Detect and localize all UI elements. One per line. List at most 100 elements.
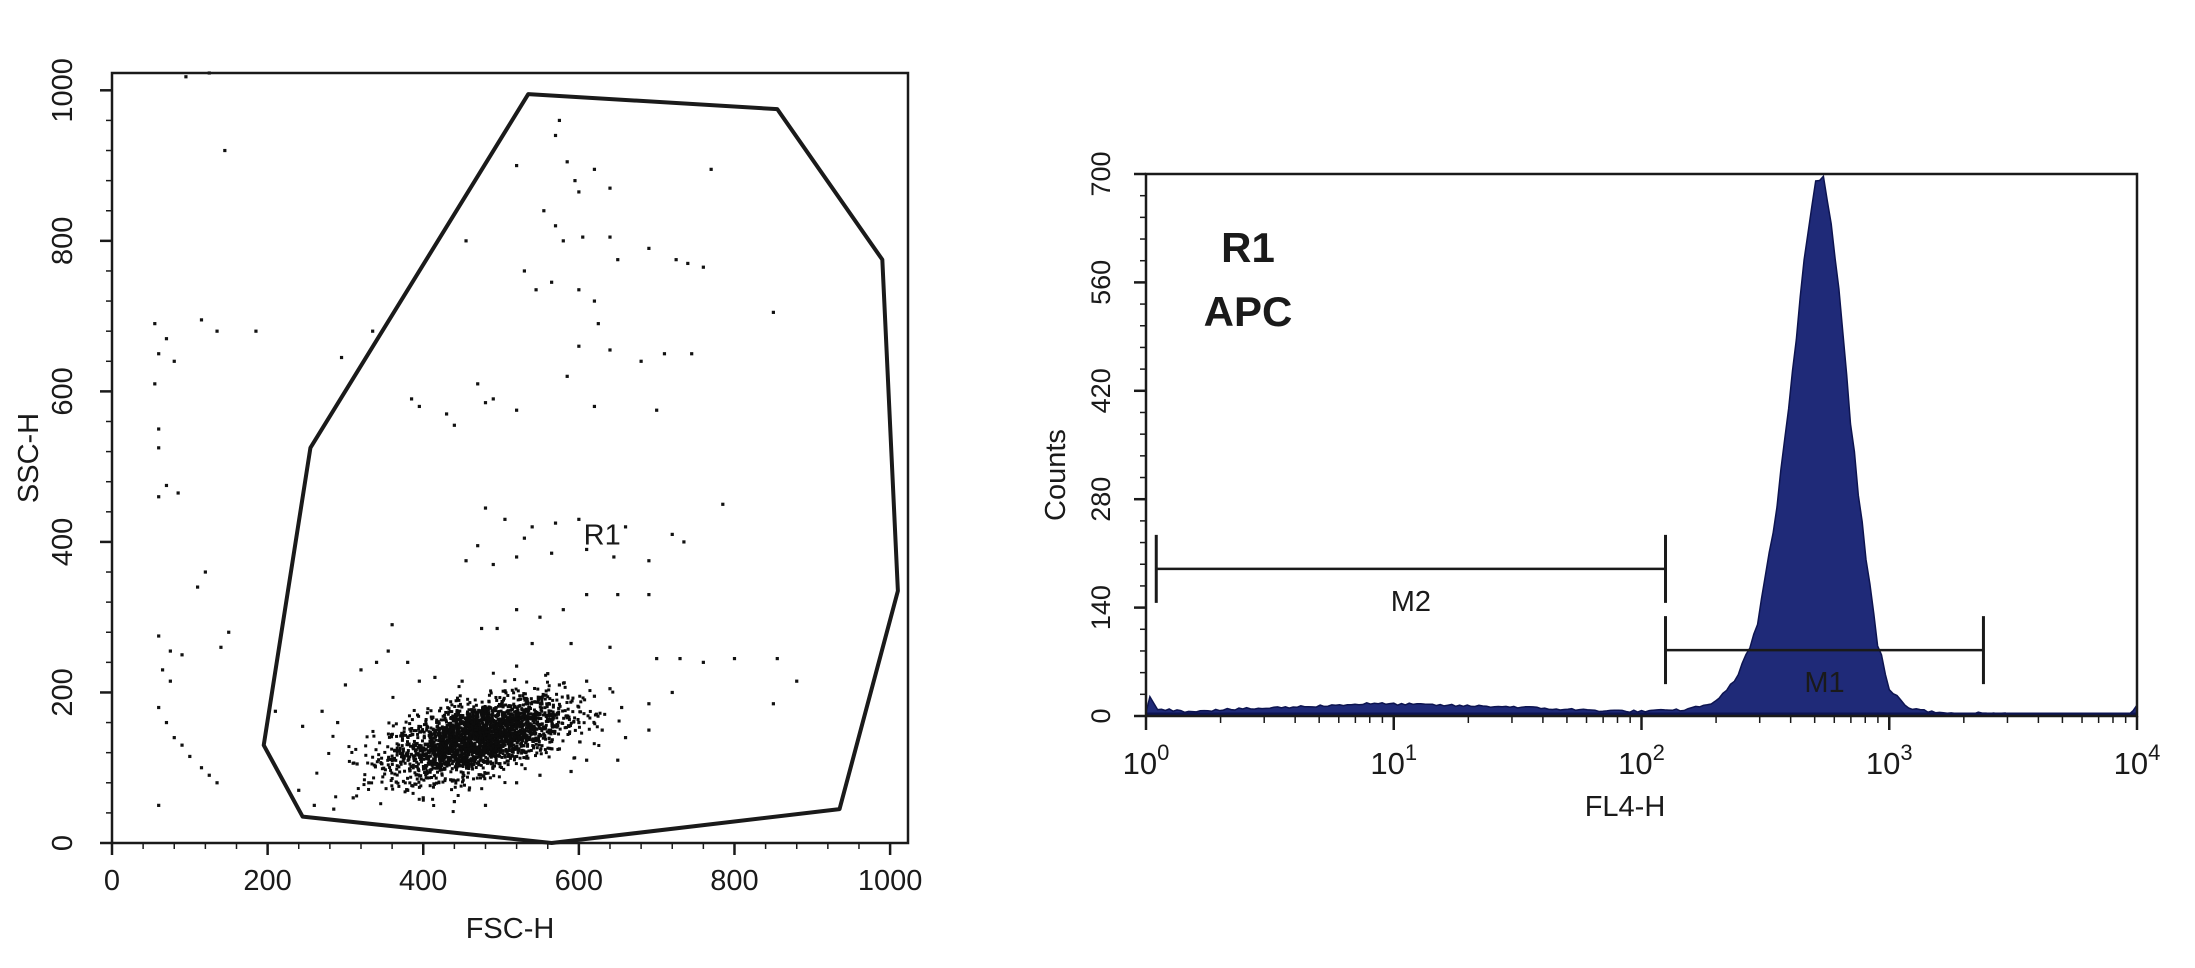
- scatter-point-128: [355, 762, 359, 766]
- histogram-x-axis: 100 101 102 103 104: [1123, 716, 2160, 781]
- scatter-point-45: [157, 427, 161, 431]
- scatter-point-39: [215, 329, 219, 333]
- scatter-y-tick-label-0: 0: [47, 835, 79, 851]
- scatter-point-8: [592, 167, 597, 171]
- scatter-plot-frame: [110, 71, 910, 845]
- scatter-x-tick-label-5: 1000: [858, 865, 923, 897]
- scatter-point-83: [479, 626, 484, 631]
- scatter-point-77: [616, 593, 620, 597]
- scatter-point-109: [160, 668, 165, 672]
- scatter-point-4: [553, 133, 558, 138]
- scatter-point-114: [180, 743, 184, 747]
- scatter-point-103: [157, 495, 161, 499]
- scatter-point-35: [371, 329, 375, 333]
- scatter-point-90: [732, 656, 737, 661]
- scatter-point-23: [577, 288, 581, 292]
- scatter-point-76: [647, 593, 651, 597]
- scatter-point-31: [771, 310, 775, 314]
- scatter-point-141: [359, 668, 363, 672]
- histogram-y-axis-label: Counts: [1040, 429, 1072, 521]
- scatter-point-47: [476, 382, 480, 386]
- scatter-point-79: [561, 608, 565, 612]
- scatter-point-149: [515, 664, 519, 668]
- scatter-point-131: [332, 807, 336, 811]
- scatter-point-139: [386, 649, 390, 653]
- scatter-point-50: [515, 408, 519, 412]
- scatter-point-71: [515, 555, 519, 559]
- scatter-point-89: [701, 660, 705, 664]
- scatter-point-5: [565, 160, 569, 164]
- scatter-point-117: [207, 773, 211, 777]
- scatter-point-38: [199, 318, 204, 322]
- scatter-point-125: [301, 724, 305, 728]
- scatter-point-135: [421, 796, 425, 800]
- histogram-x-axis-label: FL4-H: [1585, 791, 1666, 823]
- scatter-point-69: [464, 559, 468, 563]
- scatter-point-86: [608, 645, 612, 649]
- scatter-point-148: [503, 679, 507, 683]
- histogram-panel: M2 M1 100 101 102 103 104 0 140 280 420 560 700 R1…: [1040, 151, 2160, 823]
- scatter-point-118: [215, 781, 219, 785]
- scatter-dense-population: [315, 671, 621, 814]
- histogram-y-tick-label-4: 560: [1086, 260, 1116, 305]
- scatter-point-74: [612, 555, 616, 559]
- scatter-point-30: [690, 352, 694, 356]
- scatter-point-13: [581, 235, 585, 239]
- scatter-point-98: [577, 720, 581, 725]
- scatter-x-tick-label-1: 200: [243, 865, 291, 897]
- scatter-point-95: [647, 702, 651, 706]
- scatter-point-53: [409, 397, 414, 401]
- scatter-point-115: [188, 754, 192, 759]
- marker-m2-label: M2: [1391, 586, 1431, 618]
- histogram-x-tick-label-3: 103: [1866, 740, 1913, 781]
- scatter-point-46: [157, 446, 161, 450]
- scatter-point-85: [569, 641, 573, 646]
- histogram-y-tick-label-1: 140: [1086, 585, 1116, 630]
- gate-r1-label: R1: [584, 519, 621, 551]
- scatter-point-108: [180, 653, 184, 657]
- scatter-point-75: [647, 559, 651, 563]
- histogram-x-tick-label-0: 100: [1123, 740, 1170, 781]
- scatter-point-157: [538, 773, 542, 777]
- scatter-point-133: [297, 788, 301, 792]
- scatter-point-32: [709, 167, 713, 171]
- scatter-point-116: [199, 766, 204, 770]
- scatter-point-147: [460, 679, 464, 683]
- scatter-point-49: [491, 397, 495, 401]
- scatter-point-22: [550, 280, 554, 284]
- scatter-point-72: [550, 551, 554, 555]
- scatter-point-110: [168, 679, 172, 683]
- scatter-x-tick-label-4: 800: [710, 865, 758, 897]
- scatter-point-97: [592, 694, 597, 698]
- scatter-point-73: [585, 547, 589, 552]
- scatter-point-6: [573, 179, 577, 183]
- scatter-point-3: [557, 118, 562, 123]
- scatter-point-21: [534, 288, 538, 292]
- scatter-point-12: [561, 239, 565, 243]
- scatter-point-145: [433, 675, 437, 680]
- scatter-y-tick-label-5: 1000: [47, 58, 79, 123]
- scatter-point-154: [585, 758, 589, 762]
- scatter-point-66: [503, 517, 507, 521]
- histogram-x-tick-label-1: 101: [1370, 740, 1417, 781]
- scatter-point-70: [491, 562, 495, 567]
- scatter-point-42: [164, 337, 169, 341]
- scatter-point-144: [417, 679, 421, 683]
- histogram-annotation-gate: R1: [1221, 224, 1275, 271]
- scatter-point-61: [623, 525, 628, 529]
- scatter-point-27: [608, 348, 612, 352]
- scatter-point-24: [592, 299, 597, 303]
- scatter-point-64: [530, 525, 534, 529]
- scatter-point-88: [678, 656, 682, 661]
- marker-m1-label: M1: [1804, 667, 1844, 699]
- scatter-y-tick-label-3: 600: [47, 367, 79, 415]
- scatter-x-axis: 0 200 400 600 800 1000: [104, 843, 922, 897]
- histogram-x-tick-label-2: 102: [1618, 740, 1665, 781]
- scatter-point-107: [168, 649, 172, 653]
- histogram-y-tick-label-3: 420: [1086, 368, 1116, 413]
- scatter-point-104: [164, 483, 169, 488]
- scatter-point-120: [227, 630, 231, 634]
- scatter-point-28: [639, 359, 643, 363]
- scatter-point-63: [553, 521, 558, 525]
- scatter-point-82: [495, 626, 499, 631]
